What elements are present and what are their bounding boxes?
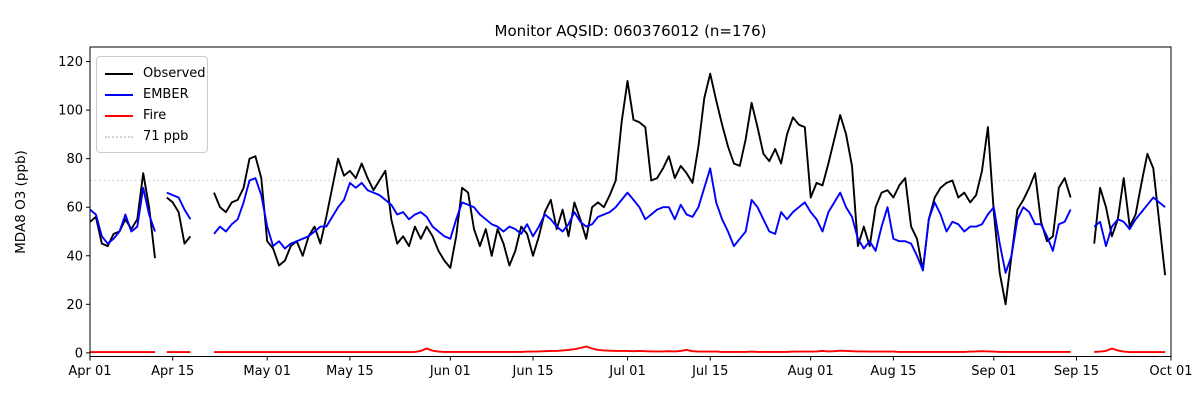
- legend-label: Fire: [143, 108, 167, 123]
- legend-label: EMBER: [143, 87, 189, 102]
- y-tick-label: 40: [66, 249, 83, 264]
- y-tick-label: 20: [66, 298, 83, 313]
- x-tick-label: Aug 01: [788, 364, 834, 379]
- x-tick-label: Jul 15: [691, 364, 728, 379]
- series-line-observed: [166, 196, 192, 245]
- series-line-observed: [90, 172, 156, 259]
- series-line-observed: [213, 72, 1072, 306]
- axes-frame: [89, 46, 1172, 357]
- y-tick-label: 120: [58, 55, 83, 70]
- x-tick-label: Apr 01: [68, 364, 111, 379]
- legend-line-sample: [105, 114, 133, 117]
- y-tick-label: 60: [66, 201, 83, 216]
- series-line-fire: [1094, 347, 1166, 354]
- y-tick-label: 0: [75, 346, 83, 361]
- legend-row: Fire: [105, 105, 199, 126]
- x-tick-label: Aug 15: [870, 364, 916, 379]
- series-line-ember: [1093, 196, 1166, 248]
- legend-line-sample: [105, 93, 133, 96]
- x-tick-label: Jul 01: [608, 364, 645, 379]
- legend-line-sample: [105, 72, 133, 75]
- x-tick-label: May 15: [326, 364, 374, 379]
- y-tick-label: 80: [66, 152, 83, 167]
- x-tick-label: Oct 01: [1149, 364, 1192, 379]
- series-line-fire: [214, 345, 1071, 354]
- legend: Observed EMBER Fire 71 ppb: [96, 56, 208, 153]
- x-tick-label: Jun 01: [429, 364, 471, 379]
- y-axis-label: MDA8 O3 (ppb): [13, 150, 29, 254]
- y-tick-label: 100: [58, 104, 83, 119]
- x-tick-label: Sep 01: [971, 364, 1016, 379]
- chart-title: Monitor AQSID: 060376012 (n=176): [494, 22, 767, 40]
- legend-line-sample: [105, 135, 133, 138]
- legend-row: EMBER: [105, 84, 199, 105]
- x-tick-label: Sep 15: [1054, 364, 1099, 379]
- legend-label: 71 ppb: [143, 129, 189, 144]
- legend-row: 71 ppb: [105, 126, 199, 147]
- legend-row: Observed: [105, 63, 206, 84]
- x-tick-label: May 01: [243, 364, 291, 379]
- x-tick-label: Apr 15: [151, 364, 194, 379]
- series-line-ember: [90, 186, 156, 245]
- legend-label: Observed: [143, 66, 206, 81]
- series-line-ember: [213, 167, 1072, 274]
- x-tick-label: Jun 15: [512, 364, 554, 379]
- series-line-observed: [1093, 152, 1167, 276]
- series-line-ember: [166, 191, 192, 220]
